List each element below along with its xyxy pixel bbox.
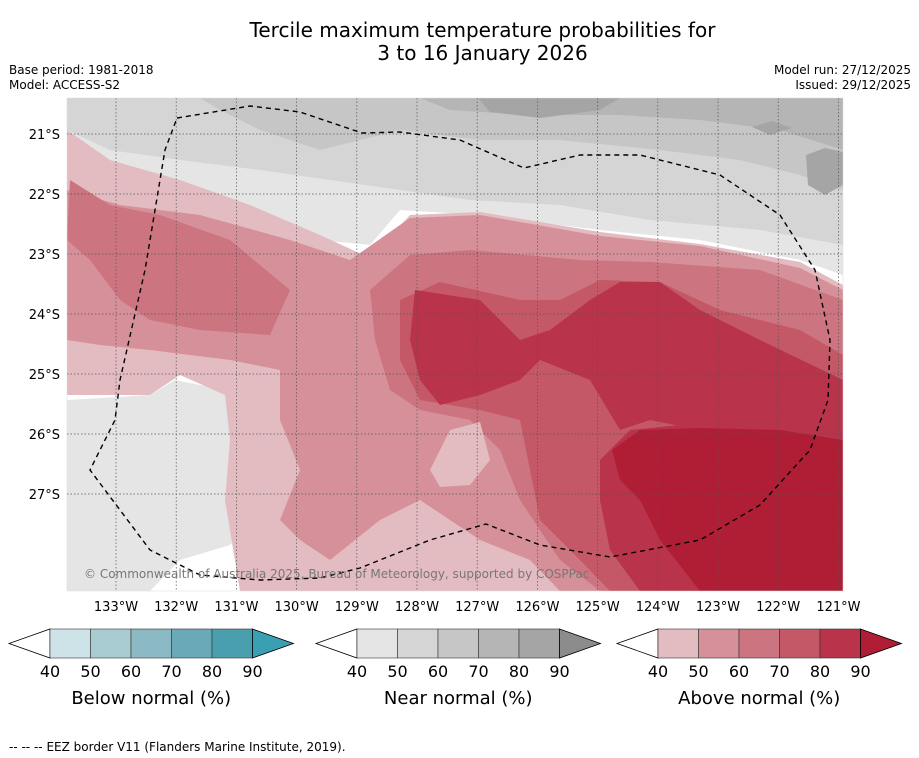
legend-swatch — [657, 628, 699, 659]
legend-lower-arrow — [7, 628, 51, 659]
model-run: Model run: 27/12/2025 — [773, 63, 911, 77]
legend-above-normal: 40 50 60 70 80 90 Above normal (%) — [615, 628, 903, 709]
lat-label: 23°S — [29, 248, 60, 263]
lon-label: 131°W — [214, 600, 258, 615]
lon-label: 125°W — [576, 600, 620, 615]
copyright-notice: © Commonwealth of Australia 2025, Bureau… — [84, 567, 589, 581]
lat-label: 24°S — [29, 308, 60, 323]
model-name: Model: ACCESS-S2 — [9, 78, 121, 92]
legend-swatch — [356, 628, 398, 659]
legend-upper-arrow — [252, 628, 295, 659]
legend-swatch — [130, 628, 172, 659]
legend-tick: 60 — [729, 662, 749, 681]
legend-below-normal: 40 50 60 70 80 90 Below normal (%) — [7, 628, 295, 709]
lon-label: 129°W — [335, 600, 379, 615]
legend-swatch — [211, 628, 253, 659]
legend-tick: 60 — [121, 662, 141, 681]
near-normal-80-area-2 — [806, 148, 843, 195]
legend-near-normal: 40 50 60 70 80 90 Near normal (%) — [314, 628, 602, 709]
title-line-1: Tercile maximum temperature probabilitie… — [249, 18, 716, 42]
legend-tick: 40 — [347, 662, 367, 681]
legend-tick: 70 — [769, 662, 789, 681]
meta-left: Base period: 1981-2018 Model: ACCESS-S2 — [9, 63, 154, 93]
legend-upper-arrow — [559, 628, 602, 659]
legend-tick: 90 — [850, 662, 870, 681]
lon-label: 128°W — [395, 600, 439, 615]
footnote: -- -- -- EEZ border V11 (Flanders Marine… — [9, 740, 346, 754]
lat-label: 25°S — [29, 368, 60, 383]
lat-label: 27°S — [29, 488, 60, 503]
lon-label: 133°W — [94, 600, 138, 615]
near-normal-80-area-1 — [478, 98, 620, 118]
latitude-labels: 21°S 22°S 23°S 24°S 25°S 26°S 27°S — [29, 128, 60, 503]
lon-label: 123°W — [696, 600, 740, 615]
legend-swatch — [397, 628, 439, 659]
longitude-labels: 133°W 132°W 131°W 130°W 129°W 128°W 127°W 126°W… — [94, 600, 861, 615]
legend-tick: 50 — [387, 662, 407, 681]
above-normal-40-patch — [430, 422, 490, 487]
chart-title: Tercile maximum temperature probabilitie… — [0, 19, 919, 65]
legend-swatch — [171, 628, 213, 659]
legend-tick: 50 — [688, 662, 708, 681]
legend-swatch — [90, 628, 132, 659]
legend-upper-arrow — [860, 628, 903, 659]
legend-lower-arrow — [314, 628, 358, 659]
legend-swatch — [698, 628, 740, 659]
legend-swatch — [49, 628, 91, 659]
title-line-2: 3 to 16 January 2026 — [377, 41, 588, 65]
legend-swatch — [518, 628, 560, 659]
legend-swatch — [779, 628, 821, 659]
lon-label: 130°W — [275, 600, 319, 615]
legends: 40 50 60 70 80 90 Below normal (%) 40 50 60 70 80 9… — [7, 628, 903, 709]
above-normal-90-area — [612, 428, 843, 591]
gridlines — [67, 98, 843, 591]
legend-tick: 60 — [428, 662, 448, 681]
legend-tick: 80 — [509, 662, 529, 681]
legend-title: Below normal (%) — [71, 688, 231, 709]
lon-label: 121°W — [816, 600, 860, 615]
lat-label: 21°S — [29, 128, 60, 143]
lat-label: 22°S — [29, 188, 60, 203]
near-normal-80-area-3 — [752, 121, 792, 135]
base-period: Base period: 1981-2018 — [9, 63, 154, 77]
legend-swatch — [478, 628, 520, 659]
legend-swatch — [738, 628, 780, 659]
legend-tick: 90 — [242, 662, 262, 681]
eez-source: EEZ border V11 (Flanders Marine Institut… — [46, 740, 346, 754]
legend-tick: 70 — [468, 662, 488, 681]
legend-title: Above normal (%) — [678, 688, 840, 709]
legend-title: Near normal (%) — [384, 688, 533, 709]
legend-tick: 90 — [549, 662, 569, 681]
legend-tick: 40 — [40, 662, 60, 681]
lon-label: 122°W — [756, 600, 800, 615]
legend-tick: 80 — [810, 662, 830, 681]
probability-shading — [67, 98, 843, 591]
legend-tick: 40 — [648, 662, 668, 681]
lon-label: 124°W — [636, 600, 680, 615]
lon-label: 127°W — [455, 600, 499, 615]
eez-line-symbol: -- -- -- — [9, 740, 43, 754]
meta-right: Model run: 27/12/2025 Issued: 29/12/2025 — [774, 63, 911, 93]
legend-tick: 70 — [161, 662, 181, 681]
near-normal-60-area — [200, 98, 843, 190]
above-normal-60-area — [67, 180, 290, 335]
map: 21°S22°S23°S24°S25°S26°S27°S 133°W 132°W 1… — [29, 97, 861, 615]
lat-label: 26°S — [29, 428, 60, 443]
legend-swatch — [437, 628, 479, 659]
legend-swatch — [819, 628, 861, 659]
issued-date: Issued: 29/12/2025 — [795, 78, 911, 92]
near-normal-west-area — [67, 380, 255, 591]
legend-tick: 50 — [80, 662, 100, 681]
lon-label: 126°W — [515, 600, 559, 615]
map-frame — [66, 97, 844, 592]
lon-label: 132°W — [154, 600, 198, 615]
legend-lower-arrow — [615, 628, 659, 659]
legend-tick: 80 — [202, 662, 222, 681]
